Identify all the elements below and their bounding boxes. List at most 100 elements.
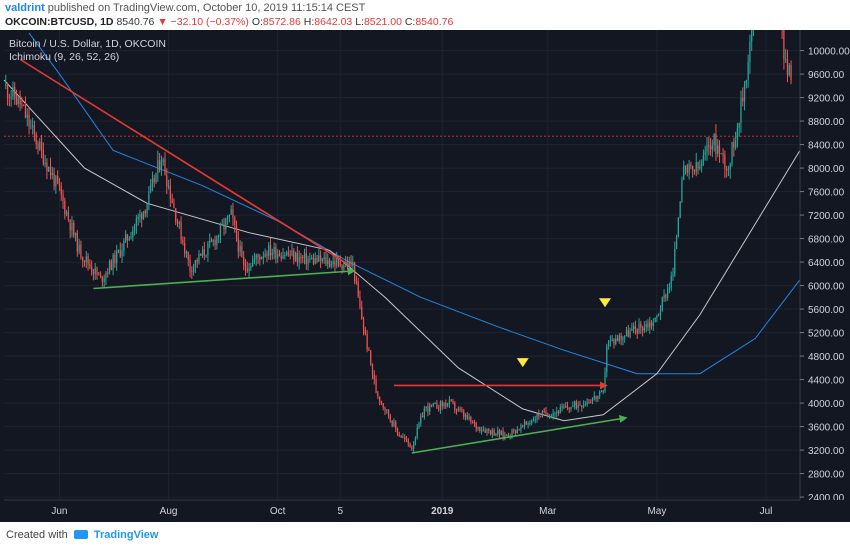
- candle-body: [438, 408, 440, 410]
- candle-body: [600, 391, 603, 393]
- candle-body: [98, 274, 100, 276]
- candle-body: [706, 145, 708, 152]
- annotations: [19, 58, 628, 454]
- high-value: 8642.03: [314, 16, 353, 28]
- candle-body: [91, 266, 93, 272]
- candle-body: [733, 142, 735, 148]
- candle-body: [316, 258, 318, 262]
- price-axis[interactable]: 2400.00 2800.00 3200.00 3600.00 4000.00 4400.…: [799, 30, 850, 522]
- candle-body: [672, 274, 674, 276]
- candle-body: [727, 169, 730, 171]
- candle-body: [563, 406, 565, 408]
- author-name[interactable]: valdrint: [5, 2, 45, 14]
- footer: Created with TradingView: [0, 522, 850, 547]
- candle-body: [221, 224, 223, 226]
- candle-body: [448, 399, 451, 404]
- time-axis[interactable]: Jun Aug Oct 5 2019 Mar May Jul: [0, 499, 850, 522]
- candle-body: [175, 208, 177, 223]
- price-chart[interactable]: 2400.00 2800.00 3200.00 3600.00 4000.00 4400.…: [0, 30, 850, 522]
- candle-body: [210, 240, 213, 242]
- candle-body: [425, 406, 427, 409]
- candle-body: [219, 224, 222, 237]
- candle-body: [277, 254, 279, 259]
- candle-body: [702, 155, 705, 164]
- candle-body: [450, 399, 452, 402]
- candle-body: [216, 236, 218, 245]
- candle-body: [464, 414, 467, 417]
- candle-body: [477, 426, 479, 429]
- candle-body: [246, 268, 248, 272]
- candle-body: [31, 125, 34, 127]
- candle-body: [15, 98, 18, 105]
- candle-body: [314, 258, 316, 264]
- candle-body: [668, 287, 671, 289]
- candle-body: [327, 260, 329, 265]
- price-tick-label: 9200.00: [808, 94, 845, 105]
- candle-body: [688, 164, 690, 173]
- candle-body: [298, 256, 300, 263]
- candle-body: [625, 329, 628, 336]
- candle-body: [527, 423, 529, 425]
- candle-body: [606, 346, 608, 373]
- candle-body: [69, 219, 71, 231]
- candle-body: [366, 333, 368, 350]
- candle-body: [572, 405, 574, 407]
- candle-body: [135, 218, 137, 227]
- candle-body: [341, 265, 343, 270]
- candle-body: [282, 255, 284, 259]
- price-tick-label: 4800.00: [808, 352, 845, 363]
- candle-body: [520, 425, 522, 431]
- candle-body: [473, 422, 476, 424]
- candle-body: [334, 261, 336, 266]
- candle-body: [634, 326, 637, 330]
- price-change: −32.10 (−0.37%): [170, 16, 249, 28]
- candle-body: [416, 427, 418, 439]
- candle-body: [332, 261, 334, 265]
- candle-body: [731, 142, 733, 164]
- candle-body: [695, 162, 697, 172]
- candle-body: [153, 178, 155, 183]
- candle-body: [609, 340, 612, 342]
- candle-body: [260, 256, 263, 260]
- candle-body: [325, 257, 327, 265]
- candle-body: [259, 256, 261, 260]
- candle-body: [640, 323, 642, 328]
- candle-body: [253, 258, 256, 261]
- candle-body: [144, 211, 146, 214]
- candle-body: [575, 401, 578, 408]
- candle-body: [677, 217, 679, 237]
- candle-body: [319, 255, 322, 261]
- candle-body: [368, 349, 370, 351]
- candle-body: [212, 240, 214, 242]
- price-axis-background: [800, 30, 850, 522]
- candle-body: [189, 259, 191, 271]
- candle-body: [529, 423, 531, 425]
- candle-body: [715, 133, 717, 154]
- candle-body: [114, 254, 116, 264]
- candle-body: [472, 421, 474, 423]
- candle-body: [309, 258, 311, 260]
- candle-body: [40, 141, 43, 150]
- low-value: 8521.00: [363, 16, 402, 28]
- candle-body: [556, 411, 558, 414]
- candle-body: [357, 281, 359, 297]
- candle-body: [783, 30, 785, 60]
- candle-body: [650, 322, 653, 326]
- candle-body: [507, 435, 510, 437]
- candle-body: [160, 161, 163, 170]
- candle-body: [504, 434, 506, 437]
- candle-body: [382, 403, 384, 408]
- candle-body: [514, 429, 517, 434]
- symbol: OKCOIN:BTCUSD, 1D: [5, 16, 114, 28]
- tradingview-brand[interactable]: TradingView: [93, 529, 159, 541]
- candle-body: [185, 251, 188, 254]
- candle-body: [142, 211, 145, 220]
- candle-body: [590, 402, 592, 404]
- candle-body: [137, 216, 139, 219]
- candle-body: [155, 172, 157, 183]
- candle-body: [500, 430, 502, 435]
- candle-body: [525, 421, 527, 425]
- candle-body: [302, 257, 304, 259]
- price-tick-label: 2400.00: [808, 493, 845, 504]
- candle-body: [454, 402, 456, 410]
